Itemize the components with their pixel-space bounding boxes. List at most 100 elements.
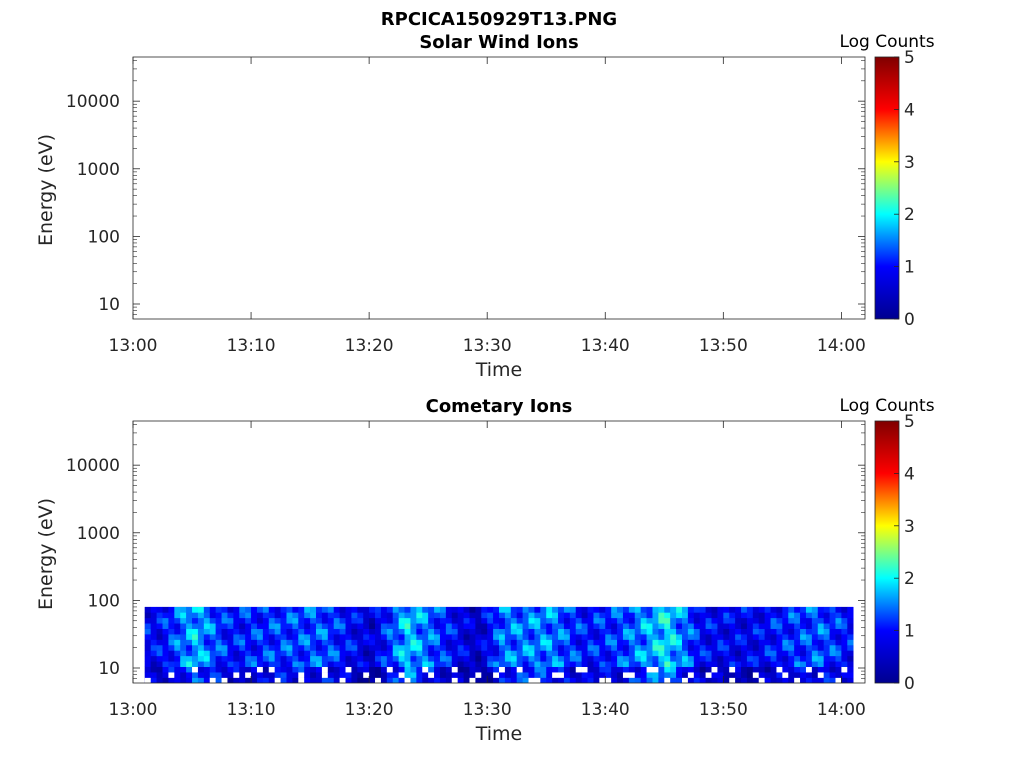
spectrogram-cell — [640, 623, 647, 629]
spectrogram-cell — [327, 606, 335, 613]
spectrogram-cell — [805, 612, 813, 619]
spectrogram-cell — [569, 666, 577, 673]
spectrogram-cell — [327, 623, 335, 629]
y-tick-label: 10 — [98, 295, 120, 315]
spectrogram-cell — [268, 623, 275, 629]
spectrogram-cell — [375, 639, 382, 646]
spectrogram-cell — [770, 606, 777, 613]
spectrogram-cell — [422, 677, 429, 683]
spectrogram-cell — [599, 655, 606, 662]
spectrogram-cell — [357, 672, 364, 678]
spectrogram-cell — [782, 655, 789, 662]
spectrogram-cell — [788, 666, 795, 673]
spectrogram-cell — [168, 617, 175, 624]
spectrogram-cell — [552, 623, 559, 629]
spectrogram-cell — [256, 677, 264, 683]
spectrogram-cell — [699, 644, 706, 651]
spectrogram-cell — [410, 655, 417, 662]
spectrogram-cell — [274, 606, 281, 613]
spectrogram-cell — [268, 650, 275, 657]
spectrogram-cell — [587, 644, 594, 651]
spectrogram-cell — [304, 655, 311, 662]
spectrogram-cell — [215, 661, 222, 668]
spectrogram-cell — [180, 639, 187, 646]
spectrogram-cell — [540, 661, 547, 668]
spectrogram-cell — [540, 666, 547, 673]
spectrogram-cell — [227, 623, 234, 629]
spectrogram-cell — [221, 639, 228, 646]
spectrogram-cell — [534, 623, 541, 629]
spectrogram-cell — [150, 650, 157, 657]
spectrogram-cell — [280, 634, 287, 640]
spectrogram-cell — [581, 644, 588, 651]
spectrogram-cell — [687, 606, 695, 613]
x-tick-label: 13:10 — [227, 700, 276, 720]
spectrogram-cell — [640, 661, 647, 668]
spectrogram-cell — [581, 650, 588, 657]
spectrogram-cell — [676, 650, 683, 657]
y-tick-label: 100 — [88, 227, 120, 247]
spectrogram-cell — [221, 644, 228, 651]
spectrogram-cell — [192, 623, 199, 629]
spectrogram-cell — [617, 672, 624, 678]
spectrogram-cell — [203, 612, 211, 619]
spectrogram-cell — [404, 623, 411, 629]
spectrogram-cell — [144, 612, 152, 619]
spectrogram-cell — [375, 677, 382, 683]
spectrogram-cell — [682, 612, 689, 619]
spectrogram-cell — [386, 634, 394, 640]
spectrogram-cell — [516, 644, 523, 651]
spectrogram-cell — [280, 628, 287, 635]
spectrogram-cell — [493, 628, 500, 635]
spectrogram-cell — [640, 644, 647, 651]
spectrogram-cell — [552, 606, 559, 613]
spectrogram-cell — [587, 672, 594, 678]
spectrogram-cell — [203, 634, 211, 640]
spectrogram-cell — [735, 606, 742, 613]
spectrogram-cell — [375, 655, 382, 662]
spectrogram-cell — [481, 617, 488, 624]
y-tick-label: 100 — [88, 591, 120, 611]
spectrogram-cell — [339, 666, 346, 673]
spectrogram-cell — [428, 666, 435, 673]
spectrogram-cell — [617, 606, 624, 613]
spectrogram-cell — [599, 606, 606, 613]
spectrogram-cell — [682, 634, 689, 640]
spectrogram-cell — [144, 634, 152, 640]
spectrogram-cell — [392, 606, 399, 613]
spectrogram-cell — [363, 634, 370, 640]
spectrogram-cell — [186, 655, 193, 662]
spectrogram-cell — [788, 661, 795, 668]
spectrogram-cell — [398, 661, 405, 668]
spectrogram-cell — [304, 661, 311, 668]
spectrogram-cell — [499, 655, 506, 662]
spectrogram-cell — [770, 612, 777, 619]
spectrogram-cell — [197, 672, 205, 678]
spectrogram-cell — [652, 677, 659, 683]
spectrogram-cell — [534, 612, 541, 619]
spectrogram-cell — [622, 634, 630, 640]
spectrogram-cell — [575, 606, 582, 613]
spectrogram-cell — [670, 655, 677, 662]
spectrogram-cell — [611, 677, 618, 683]
spectrogram-cell — [699, 672, 706, 678]
spectrogram-cell — [162, 650, 169, 657]
spectrogram-cell — [345, 661, 352, 668]
spectrogram-cell — [605, 628, 612, 635]
spectrogram-cell — [569, 617, 577, 624]
spectrogram-cell — [256, 617, 264, 624]
spectrogram-cell — [493, 634, 500, 640]
spectrogram-cell — [251, 644, 258, 651]
spectrogram-cell — [622, 666, 630, 673]
spectrogram-cell — [422, 672, 429, 678]
spectrogram-cell — [717, 650, 724, 657]
spectrogram-cell — [321, 650, 329, 657]
spectrogram-cell — [563, 617, 571, 624]
spectrogram-cell — [723, 639, 730, 646]
spectrogram-cell — [510, 628, 518, 635]
spectrogram-cell — [192, 661, 199, 668]
spectrogram-cell — [493, 617, 500, 624]
spectrogram-cell — [664, 639, 671, 646]
spectrogram-cell — [587, 655, 594, 662]
